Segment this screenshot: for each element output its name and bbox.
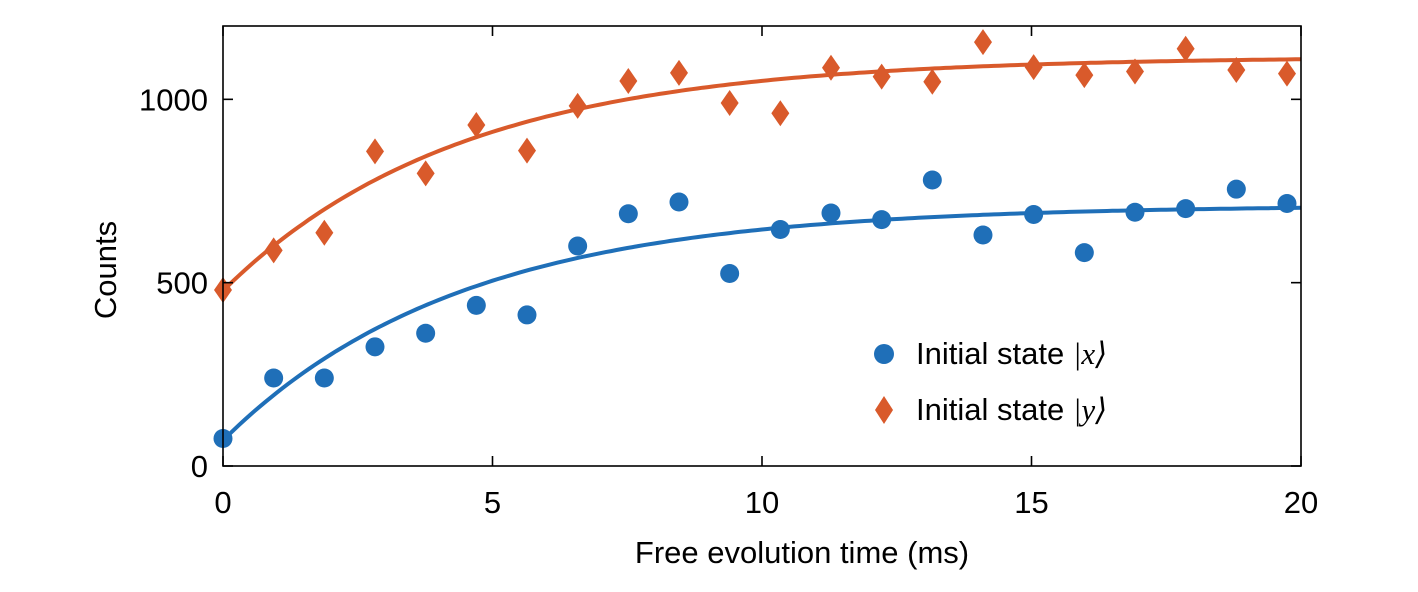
point-y-20 xyxy=(1227,57,1246,83)
y-axis-label: Counts xyxy=(88,221,123,319)
point-x-6 xyxy=(517,305,537,325)
point-y-17 xyxy=(1075,62,1094,89)
point-y-16 xyxy=(1024,54,1043,81)
point-x-10 xyxy=(720,264,740,283)
point-x-19 xyxy=(1176,199,1196,219)
x-axis-label: Free evolution time (ms) xyxy=(635,535,969,570)
point-y-1 xyxy=(264,237,283,264)
point-y-6 xyxy=(517,137,536,164)
point-x-7 xyxy=(568,236,588,256)
y-tick-label: 1000 xyxy=(139,82,208,117)
legend-label-y: Initial state |y⟩ xyxy=(916,392,1107,427)
fit-lines xyxy=(221,57,1302,442)
point-x-2 xyxy=(314,368,334,388)
point-x-1 xyxy=(264,368,284,388)
point-x-17 xyxy=(1074,243,1094,263)
point-y-21 xyxy=(1277,60,1296,87)
point-y-15 xyxy=(973,29,992,56)
point-x-4 xyxy=(416,323,436,343)
point-x-20 xyxy=(1226,179,1246,199)
point-y-4 xyxy=(416,160,435,187)
point-y-14 xyxy=(923,68,942,95)
x-tick-label: 10 xyxy=(745,485,779,520)
y-tick-label: 500 xyxy=(156,266,208,301)
legend-marker-y xyxy=(875,396,893,424)
point-x-9 xyxy=(669,192,689,212)
point-y-18 xyxy=(1125,58,1144,85)
point-x-11 xyxy=(770,220,790,239)
point-y-19 xyxy=(1176,35,1195,62)
y-tick-label: 0 xyxy=(191,449,208,484)
point-x-8 xyxy=(618,204,638,224)
x-tick-label: 15 xyxy=(1014,485,1048,520)
axis-ticks: 0 5 10 15 20 0 500 1000 xyxy=(139,26,1318,520)
fit-curve-y xyxy=(221,57,1301,293)
point-x-14 xyxy=(922,170,942,190)
point-x-12 xyxy=(821,203,841,223)
x-tick-label: 0 xyxy=(214,485,231,520)
legend-marker-x xyxy=(874,344,894,364)
point-x-16 xyxy=(1024,204,1044,224)
point-x-5 xyxy=(466,295,486,315)
plot-area xyxy=(223,26,1301,466)
point-y-12 xyxy=(821,54,840,81)
point-y-13 xyxy=(872,63,891,90)
legend-label-x: Initial state |x⟩ xyxy=(916,336,1107,371)
point-x-21 xyxy=(1277,193,1297,213)
point-y-7 xyxy=(568,92,587,119)
point-x-15 xyxy=(973,225,993,245)
point-y-9 xyxy=(669,59,688,86)
legend: Initial state |x⟩ Initial state |y⟩ xyxy=(874,336,1107,427)
point-x-13 xyxy=(872,210,892,230)
x-tick-label: 20 xyxy=(1284,485,1318,520)
point-x-18 xyxy=(1125,202,1145,222)
point-y-3 xyxy=(365,138,384,165)
point-x-3 xyxy=(365,337,385,357)
point-y-10 xyxy=(720,90,739,116)
point-y-11 xyxy=(771,100,790,127)
point-y-5 xyxy=(467,112,486,138)
fit-curve-x xyxy=(221,205,1302,442)
point-y-2 xyxy=(315,219,334,246)
x-tick-label: 5 xyxy=(484,485,501,520)
point-y-8 xyxy=(619,68,638,94)
